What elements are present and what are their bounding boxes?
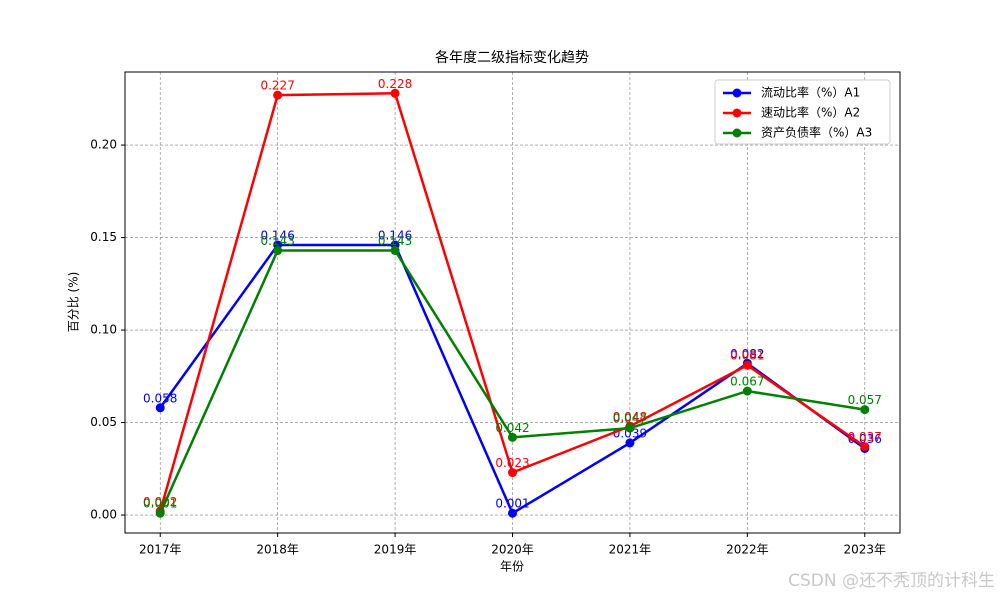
data-label: 0.143 (260, 234, 294, 248)
x-tick-label: 2019年 (374, 543, 417, 557)
point (625, 438, 635, 448)
x-tick-label: 2020年 (491, 543, 534, 557)
data-label: 0.023 (495, 456, 529, 470)
legend-marker (732, 128, 742, 138)
y-tick-label: 0.20 (90, 138, 117, 152)
legend-label: 流动比率（%）A1 (761, 85, 860, 100)
legend-box (714, 79, 891, 145)
chart-title: 各年度二级指标变化趋势 (435, 50, 589, 66)
y-tick-label: 0.00 (90, 508, 117, 522)
x-tick-label: 2023年 (843, 543, 886, 557)
point (390, 88, 400, 98)
plot-frame (124, 71, 901, 534)
y-tick-label: 0.10 (90, 323, 117, 337)
point (625, 423, 635, 433)
data-label: 0.227 (260, 79, 294, 93)
data-label: 0.036 (848, 432, 882, 446)
data-label: 0.146 (260, 228, 294, 242)
data-label: 0.001 (495, 497, 529, 511)
point (273, 90, 283, 100)
data-label: 0.082 (730, 347, 764, 361)
point (155, 403, 165, 413)
point (742, 360, 752, 370)
point (508, 468, 517, 478)
y-axis-label: 百分比 (%) (67, 272, 81, 333)
y-tick-label: 0.05 (90, 415, 117, 429)
point (860, 405, 870, 415)
y-tick-label: 0.15 (90, 230, 117, 244)
data-label: 0.081 (730, 349, 764, 363)
point (155, 508, 165, 518)
point (860, 442, 870, 452)
legend-marker (732, 88, 742, 98)
point (390, 246, 400, 256)
legend-label: 速动比率（%）A2 (761, 105, 860, 120)
legend-label: 资产负债率（%）A3 (761, 125, 872, 140)
data-label: 0.001 (143, 497, 177, 511)
data-label: 0.228 (378, 77, 412, 91)
data-label: 0.048 (613, 410, 647, 424)
data-label: 0.143 (378, 234, 412, 248)
data-label: 0.002 (143, 495, 177, 509)
x-tick-label: 2017年 (139, 543, 182, 557)
data-label: 0.037 (848, 430, 882, 444)
data-label: 0.047 (613, 412, 647, 426)
point (508, 508, 517, 518)
data-label: 0.042 (495, 421, 529, 435)
x-axis-label: 年份 (500, 560, 524, 574)
data-label: 0.058 (143, 391, 177, 405)
data-label: 0.146 (378, 228, 412, 242)
data-label: 0.067 (730, 375, 764, 389)
x-tick-label: 2022年 (726, 543, 769, 557)
point (742, 386, 752, 396)
x-tick-label: 2018年 (256, 543, 299, 557)
legend-marker (732, 108, 742, 118)
point (273, 246, 283, 256)
x-tick-label: 2021年 (609, 543, 652, 557)
data-label: 0.057 (848, 393, 882, 407)
watermark: CSDN @还不秃顶的计科生 (788, 571, 995, 591)
point (508, 432, 517, 442)
